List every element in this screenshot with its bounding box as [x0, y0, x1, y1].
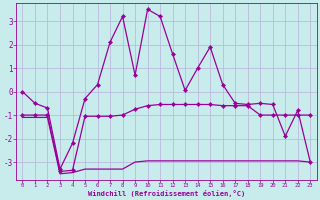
- X-axis label: Windchill (Refroidissement éolien,°C): Windchill (Refroidissement éolien,°C): [88, 190, 245, 197]
